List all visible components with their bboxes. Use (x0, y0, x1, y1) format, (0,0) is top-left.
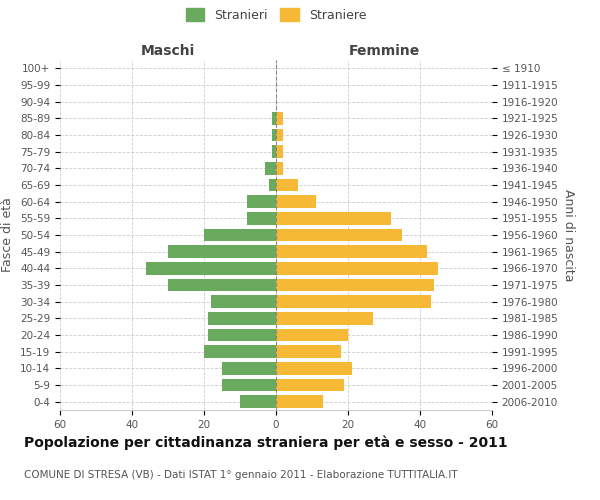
Bar (247, 196, 276, 208)
Bar (269, 179, 276, 192)
Bar (276, 262, 438, 274)
Bar (276, 279, 434, 291)
Bar (276, 229, 402, 241)
Bar (204, 346, 276, 358)
Bar (276, 112, 283, 124)
Bar (276, 379, 344, 391)
Bar (265, 162, 276, 174)
Bar (276, 329, 348, 341)
Bar (272, 146, 276, 158)
Bar (272, 129, 276, 141)
Bar (168, 246, 276, 258)
Bar (276, 129, 283, 141)
Y-axis label: Fasce di età: Fasce di età (1, 198, 14, 272)
Bar (276, 162, 283, 174)
Y-axis label: Anni di nascita: Anni di nascita (562, 188, 575, 281)
Bar (276, 312, 373, 324)
Bar (240, 396, 276, 408)
Bar (276, 212, 391, 224)
Text: Femmine: Femmine (349, 44, 419, 58)
Bar (276, 296, 431, 308)
Bar (276, 346, 341, 358)
Bar (247, 212, 276, 224)
Legend: Stranieri, Straniere: Stranieri, Straniere (181, 4, 371, 27)
Bar (272, 112, 276, 124)
Bar (222, 362, 276, 374)
Bar (204, 229, 276, 241)
Bar (276, 196, 316, 208)
Bar (276, 396, 323, 408)
Bar (208, 312, 276, 324)
Bar (276, 246, 427, 258)
Bar (146, 262, 276, 274)
Bar (222, 379, 276, 391)
Bar (276, 146, 283, 158)
Bar (208, 329, 276, 341)
Text: COMUNE DI STRESA (VB) - Dati ISTAT 1° gennaio 2011 - Elaborazione TUTTITALIA.IT: COMUNE DI STRESA (VB) - Dati ISTAT 1° ge… (24, 470, 458, 480)
Bar (276, 179, 298, 192)
Bar (168, 279, 276, 291)
Text: Popolazione per cittadinanza straniera per età e sesso - 2011: Popolazione per cittadinanza straniera p… (24, 435, 508, 450)
Bar (276, 362, 352, 374)
Text: Maschi: Maschi (141, 44, 195, 58)
Bar (211, 296, 276, 308)
